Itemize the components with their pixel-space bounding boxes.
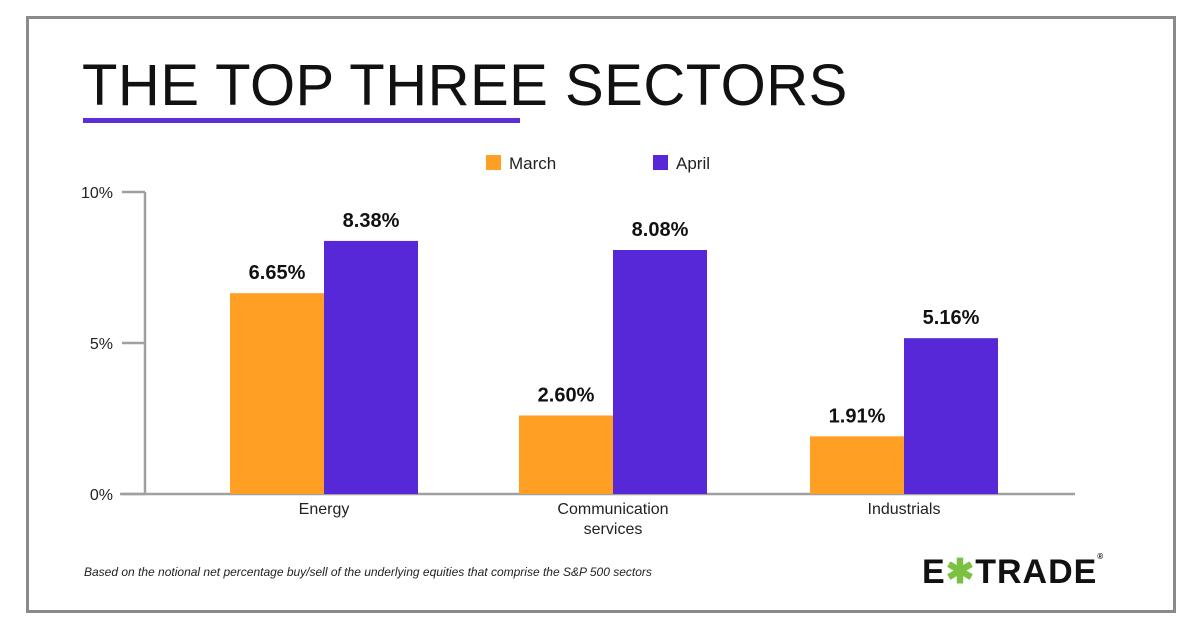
page-title: THE TOP THREE SECTORS — [82, 53, 848, 118]
bar-march — [519, 415, 613, 494]
x-tick-label: Industrials — [868, 501, 941, 518]
y-tick-label: 10% — [81, 185, 113, 202]
legend-label: April — [676, 154, 710, 173]
y-tick-label: 0% — [90, 487, 113, 504]
etrade-logo: E✱TRADE® — [922, 552, 1105, 591]
title-underline — [83, 118, 520, 123]
legend-swatch-march — [486, 155, 501, 170]
legend-swatch-april — [653, 155, 668, 170]
bar-april — [904, 338, 998, 494]
footnote: Based on the notional net percentage buy… — [84, 565, 652, 579]
bar-april — [324, 240, 418, 494]
data-label: 2.60% — [538, 384, 595, 406]
x-tick-label: services — [584, 521, 643, 538]
bar-march — [230, 293, 324, 494]
data-label: 1.91% — [829, 405, 886, 427]
bar-march — [810, 436, 904, 494]
x-tick-label: Energy — [299, 501, 350, 518]
data-label: 5.16% — [923, 307, 980, 329]
y-tick-label: 5% — [90, 336, 113, 353]
data-label: 6.65% — [249, 262, 306, 284]
data-label: 8.08% — [632, 219, 689, 241]
chart-frame — [26, 16, 1176, 613]
data-label: 8.38% — [343, 210, 400, 232]
x-tick-label: Communication — [557, 501, 668, 518]
bar-april — [613, 249, 707, 494]
legend-label: March — [509, 154, 556, 173]
